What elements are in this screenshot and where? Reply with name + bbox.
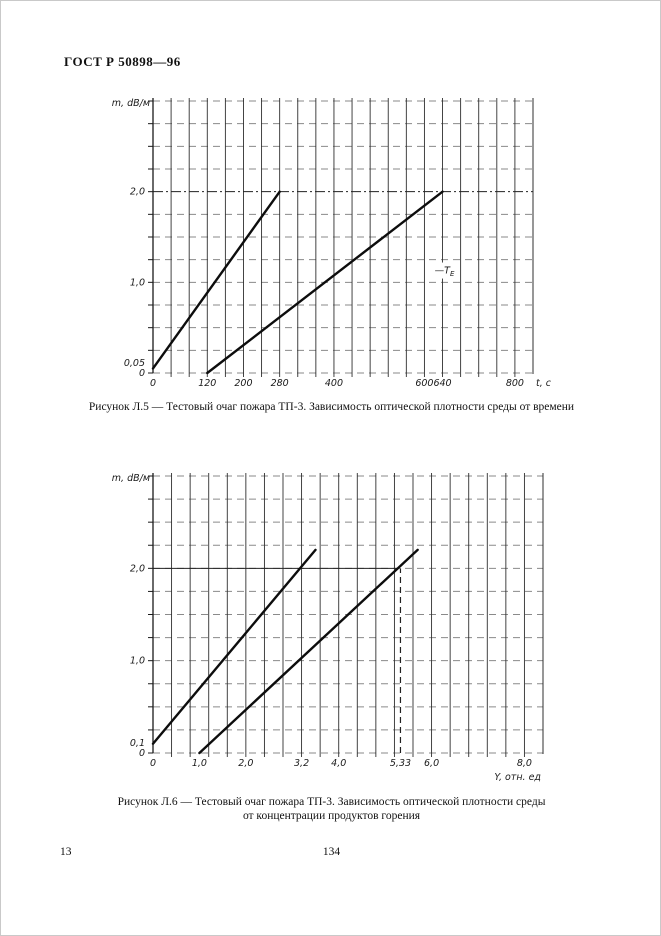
grid-horizontal: [153, 475, 543, 754]
y-axis-ticks: [148, 475, 153, 754]
figure-l6-caption: Рисунок Л.6 — Тестовый очаг пожара ТП-3.…: [1, 795, 660, 823]
annotation-backdrop: [427, 262, 459, 279]
svg-text:5,33: 5,33: [390, 758, 411, 769]
y-axis-label: m, dB/м: [112, 98, 150, 109]
annotation-label: —TE: [435, 266, 455, 279]
series-lower-bound-line: [206, 190, 444, 375]
svg-text:0: 0: [150, 378, 156, 389]
svg-text:2,0: 2,0: [130, 187, 145, 198]
svg-text:800: 800: [506, 378, 524, 389]
y-tick-labels: 00,1 1,0 2,0: [130, 563, 145, 759]
series-upper-bound-line: [151, 190, 281, 370]
svg-text:3,2: 3,2: [294, 758, 309, 769]
svg-text:600: 600: [415, 378, 433, 389]
page-number-center: 134: [322, 846, 341, 858]
svg-text:4,0: 4,0: [331, 758, 346, 769]
x-axis-label: Y, отн. ед: [494, 772, 541, 783]
series-lower-bound-line: [198, 548, 419, 755]
y-axis-ticks: [148, 100, 153, 374]
y-axis-label: m, dB/м: [112, 473, 150, 484]
grid-vertical: [171, 473, 525, 757]
svg-text:400: 400: [325, 378, 343, 389]
svg-text:1,0: 1,0: [130, 656, 145, 667]
svg-text:120: 120: [198, 378, 216, 389]
svg-text:8,0: 8,0: [517, 758, 532, 769]
svg-text:0: 0: [139, 368, 145, 379]
page-number-left: 13: [60, 846, 72, 858]
grid-horizontal: [153, 100, 533, 374]
grid-vertical: [170, 98, 516, 377]
figure-l6-chart: 0 1,0 2,0 3,2 4,0 5,33 6,0 8,000,11,02,0m, dB/м…: [112, 473, 544, 783]
x-tick-labels: 0 1,0 2,0 3,2 4,0 5,33 6,0 8,0: [150, 758, 532, 769]
document-header: ГОСТ Р 50898—96: [64, 54, 181, 69]
svg-text:1,0: 1,0: [192, 758, 207, 769]
svg-text:280: 280: [271, 378, 289, 389]
svg-text:2,0: 2,0: [130, 563, 145, 574]
figure-l5-caption: Рисунок Л.5 — Тестовый очаг пожара ТП-3.…: [88, 401, 575, 413]
figure-l6-caption-line1: Рисунок Л.6 — Тестовый очаг пожара ТП-3.…: [117, 796, 546, 808]
svg-text:200: 200: [234, 378, 252, 389]
x-axis-label: t, c: [536, 378, 552, 389]
svg-text:0: 0: [150, 758, 156, 769]
series-upper-bound-line: [151, 548, 317, 745]
svg-text:1,0: 1,0: [130, 277, 145, 288]
y-tick-labels: 00,05 1,0 2,0: [124, 187, 145, 379]
svg-text:2,0: 2,0: [238, 758, 253, 769]
svg-text:640: 640: [433, 378, 451, 389]
svg-text:6,0: 6,0: [424, 758, 439, 769]
svg-text:0,05: 0,05: [124, 358, 145, 369]
svg-text:0: 0: [139, 748, 145, 759]
x-tick-labels: 0 120 200 280 400 600 640 800: [150, 378, 524, 389]
figure-l6-caption-line2: от концентрации продуктов горения: [242, 810, 421, 822]
svg-text:0,1: 0,1: [130, 738, 145, 749]
